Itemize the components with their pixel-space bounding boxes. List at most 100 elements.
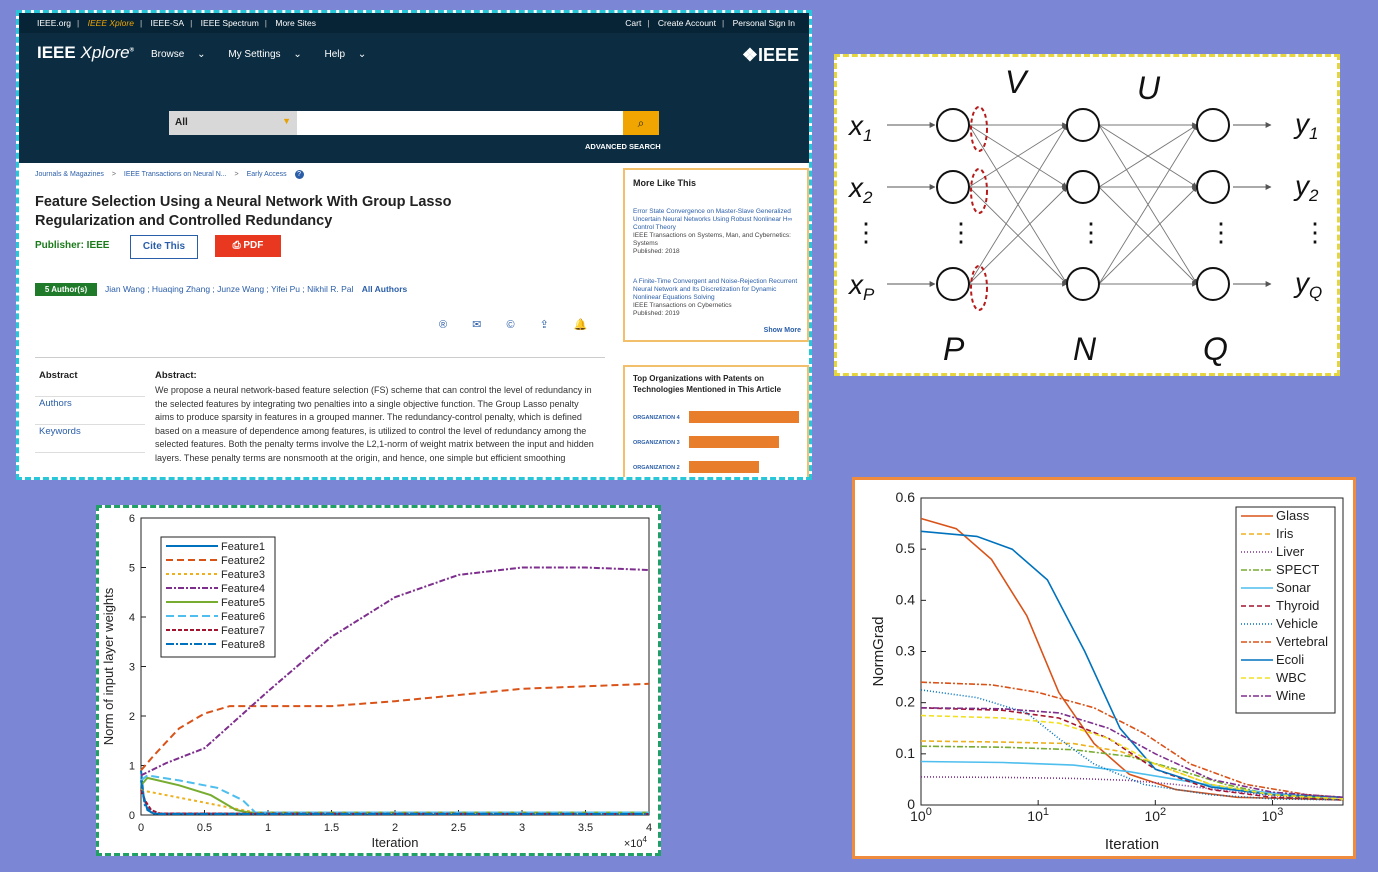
nav-browse[interactable]: Browse ⌄: [151, 49, 206, 60]
neuron-node: [936, 267, 970, 301]
rights-icon[interactable]: ®: [439, 319, 448, 331]
org-bar: [689, 461, 760, 473]
weight-label-v: V: [1005, 64, 1029, 100]
y-tick-label: 0: [907, 796, 915, 812]
side-nav-keywords[interactable]: Keywords: [35, 425, 145, 453]
breadcrumb-journals[interactable]: Journals & Magazines: [35, 171, 104, 178]
link-ieee-spectrum[interactable]: IEEE Spectrum: [200, 18, 259, 28]
top-bar: IEEE.org | IEEE Xplore | IEEE-SA | IEEE Spe…: [19, 13, 809, 33]
related-article-venue: IEEE Transactions on Cybernetics: [633, 302, 732, 309]
legend-label: Feature6: [221, 611, 265, 623]
link-create-account[interactable]: Create Account: [657, 18, 717, 28]
output-label: y2: [1293, 170, 1319, 205]
series-line: [140, 774, 649, 814]
legend-label: Thyroid: [1276, 598, 1319, 613]
layer-label: P: [943, 331, 965, 367]
xplore-logo[interactable]: IEEE Xplore®: [37, 43, 135, 62]
input-label: x2: [847, 172, 873, 207]
cite-this-button[interactable]: Cite This: [130, 235, 198, 259]
y-tick-label: 0.5: [896, 540, 916, 556]
ieee-brand-logo[interactable]: ❖IEEE: [741, 45, 799, 65]
link-ieee-sa[interactable]: IEEE-SA: [150, 18, 185, 28]
ieee-diamond-icon: ❖: [741, 45, 758, 65]
neuron-node: [1196, 108, 1230, 142]
show-more-link[interactable]: Show More: [763, 327, 801, 334]
legend-box: [160, 536, 276, 658]
y-axis-label: Norm of input layer weights: [101, 587, 116, 745]
breadcrumb-tnnls[interactable]: IEEE Transactions on Neural N...: [123, 171, 227, 178]
link-ieee-org[interactable]: IEEE.org: [37, 18, 72, 28]
neuron-node: [1196, 170, 1230, 204]
article-actions: ® ✉ © ⇪ 🔔: [439, 318, 610, 331]
x-axis-label: Iteration: [372, 835, 419, 850]
chevron-down-icon: ⌄: [293, 49, 302, 60]
series-line: [140, 780, 649, 815]
x-tick-label: 0.5: [197, 822, 212, 834]
email-icon[interactable]: ✉: [472, 319, 482, 331]
help-icon[interactable]: ?: [294, 170, 304, 179]
layer-label: N: [1073, 331, 1097, 367]
article-title: Feature Selection Using a Neural Network…: [35, 194, 452, 229]
publisher: Publisher: IEEE: [35, 240, 110, 251]
search-button[interactable]: ⌕: [623, 111, 659, 135]
y-tick-label: 0: [129, 810, 135, 822]
breadcrumb-early-access[interactable]: Early Access: [246, 171, 287, 178]
x-tick-label: 100: [910, 806, 932, 824]
group-lasso-ellipse: [970, 168, 988, 214]
article-side-nav: Abstract Authors Keywords: [35, 369, 145, 453]
side-nav-abstract[interactable]: Abstract: [35, 369, 145, 397]
legend-label: Feature8: [221, 639, 265, 651]
link-personal-sign-in[interactable]: Personal Sign In: [732, 18, 795, 28]
connection-edge: [968, 186, 1068, 285]
alert-bell-icon[interactable]: 🔔: [573, 319, 588, 331]
output-label: y1: [1293, 108, 1318, 143]
share-icon[interactable]: ⇪: [539, 319, 549, 331]
related-article-title[interactable]: Error State Convergence on Master-Slave …: [633, 208, 793, 231]
advanced-search-link[interactable]: ADVANCED SEARCH: [585, 142, 661, 151]
related-article-title[interactable]: A Finite-Time Convergent and Noise-Rejec…: [633, 278, 798, 301]
normgrad-chart: 0 0.1 0.2 0.3 0.4 0.5 0.6 100 101 102 103 Iteration…: [870, 489, 1344, 853]
copyright-icon[interactable]: ©: [506, 319, 515, 331]
all-authors-link[interactable]: All Authors: [361, 284, 408, 294]
x-tick-label: 1: [265, 822, 271, 834]
x-tick-label: 2.5: [451, 822, 466, 834]
legend-label: Wine: [1276, 688, 1306, 703]
legend-label: Ecoli: [1276, 652, 1304, 667]
side-nav-authors[interactable]: Authors: [35, 397, 145, 425]
more-like-this-card: More Like This Error State Convergence o…: [623, 168, 809, 342]
link-more-sites[interactable]: More Sites: [275, 18, 316, 28]
org-label: ORGANIZATION 4: [633, 415, 680, 421]
search-scope-select[interactable]: All ▼: [169, 111, 297, 135]
y-tick-label: 1: [129, 761, 135, 773]
legend-label: Feature5: [221, 597, 265, 609]
link-cart[interactable]: Cart: [625, 18, 642, 28]
connection-edge: [968, 124, 1068, 285]
pdf-button[interactable]: ⎙ PDF: [215, 235, 281, 257]
weight-label-u: U: [1137, 70, 1161, 106]
search-icon: ⌕: [637, 116, 645, 130]
nav-my-settings[interactable]: My Settings ⌄: [228, 49, 302, 60]
feature-weights-chart-panel: 0 1 2 3 4 5 6 0 0.5 1 1.5 2 2.5 3 3.5 4 Iteration Norm of…: [96, 505, 661, 856]
legend-label: SPECT: [1276, 562, 1319, 577]
legend-label: Sonar: [1276, 580, 1311, 595]
series-line: [140, 776, 649, 814]
legend-label: Liver: [1276, 544, 1305, 559]
connection-edge: [1098, 124, 1198, 285]
nav-help[interactable]: Help ⌄: [324, 49, 367, 60]
more-like-this-heading: More Like This: [633, 178, 697, 188]
vertical-ellipsis: ⋮: [853, 217, 879, 247]
author-names[interactable]: Jian Wang ; Huaqing Zhang ; Junze Wang ;…: [105, 284, 354, 294]
x-tick-label: 4: [646, 822, 652, 834]
authors-count-badge[interactable]: 5 Author(s): [35, 283, 97, 296]
neuron-node: [936, 170, 970, 204]
normgrad-chart-panel: 0 0.1 0.2 0.3 0.4 0.5 0.6 100 101 102 103 Iteration…: [852, 477, 1356, 859]
x-tick-label: 102: [1144, 806, 1166, 824]
org-label: ORGANIZATION 2: [633, 465, 680, 471]
legend-label: Feature2: [221, 555, 265, 567]
abstract-text: We propose a neural network-based featur…: [155, 385, 594, 463]
x-axis-label: Iteration: [1105, 836, 1159, 853]
link-ieee-xplore[interactable]: IEEE Xplore: [87, 18, 134, 28]
series-line: [920, 707, 1344, 799]
related-article-published: Published: 2018: [633, 248, 680, 255]
legend-label: Feature3: [221, 569, 265, 581]
